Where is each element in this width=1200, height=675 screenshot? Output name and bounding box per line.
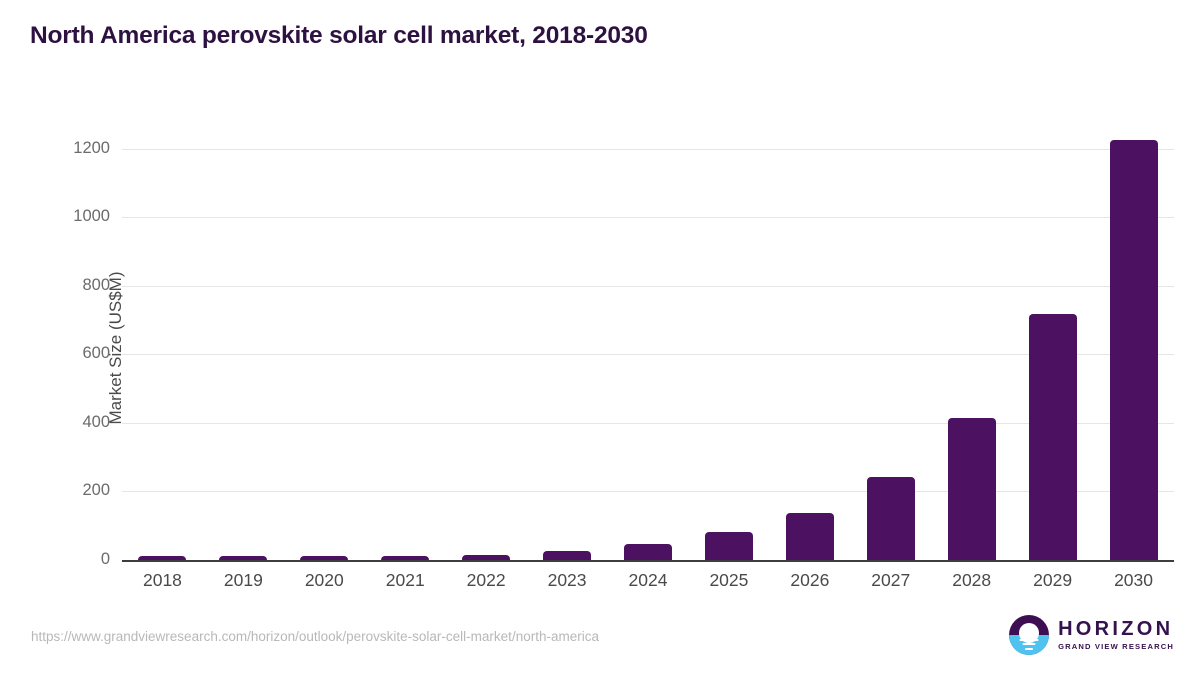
bar-2029[interactable] xyxy=(1028,314,1077,560)
source-url[interactable]: https://www.grandviewresearch.com/horizo… xyxy=(31,629,599,644)
x-axis-tick-label: 2030 xyxy=(1114,570,1153,590)
gridline xyxy=(122,217,1174,219)
bar-2018[interactable] xyxy=(138,556,187,560)
bar-2020[interactable] xyxy=(300,556,349,560)
bar-2027[interactable] xyxy=(866,477,915,560)
y-axis-tick-label: 0 xyxy=(100,550,110,568)
bar-2025[interactable] xyxy=(704,532,753,560)
logo-ray-3 xyxy=(1025,647,1034,650)
logo-ray-1 xyxy=(1019,638,1039,641)
gridline xyxy=(122,148,1174,150)
bar-2019[interactable] xyxy=(219,556,268,560)
x-axis-tick-label: 2019 xyxy=(223,570,263,590)
y-axis-tick-label: 600 xyxy=(82,344,110,363)
horizon-logo: HORIZON GRAND VIEW RESEARCH xyxy=(1009,615,1174,655)
x-axis-tick-label: 2027 xyxy=(871,570,911,590)
y-axis-tick-label: 1000 xyxy=(73,207,110,226)
logo-name: HORIZON xyxy=(1058,618,1174,641)
x-axis-tick-label: 2025 xyxy=(709,570,749,590)
plot-area xyxy=(122,118,1174,560)
y-axis-tick-label: 800 xyxy=(82,275,110,294)
logo-ray-2 xyxy=(1022,643,1036,646)
x-axis-tick-label: 2023 xyxy=(547,570,587,590)
gridline xyxy=(122,422,1174,424)
logo-tagline: GRAND VIEW RESEARCH xyxy=(1058,642,1174,652)
logo-text: HORIZON GRAND VIEW RESEARCH xyxy=(1058,619,1174,651)
x-axis-tick-label: 2024 xyxy=(628,570,668,590)
page-title: North America perovskite solar cell mark… xyxy=(30,22,648,49)
x-axis-tick-label: 2026 xyxy=(790,570,830,590)
bar-2023[interactable] xyxy=(543,551,592,560)
x-axis-line xyxy=(122,560,1174,562)
y-axis-tick-label: 1200 xyxy=(73,138,110,157)
bar-2024[interactable] xyxy=(624,544,672,560)
x-axis-tick-label: 2018 xyxy=(142,570,182,590)
bar-2026[interactable] xyxy=(785,512,834,560)
x-axis-tick-label: 2029 xyxy=(1033,570,1073,590)
x-axis-tick-label: 2021 xyxy=(385,570,425,590)
x-axis-tick-label: 2028 xyxy=(952,570,992,590)
x-axis-tick-label: 2020 xyxy=(304,570,344,590)
bar-2030[interactable] xyxy=(1109,140,1158,560)
logo-sun-circle xyxy=(1019,623,1040,643)
gridline xyxy=(122,285,1174,287)
gridline xyxy=(122,491,1174,493)
horizon-sun-over-water-icon xyxy=(1009,615,1050,655)
bar-2022[interactable] xyxy=(462,554,511,560)
bar-2021[interactable] xyxy=(381,556,430,560)
y-axis-tick-label: 400 xyxy=(82,412,110,431)
x-axis-tick-label: 2022 xyxy=(466,570,506,590)
bar-2028[interactable] xyxy=(947,417,996,560)
gridline xyxy=(122,354,1174,356)
y-axis-tick-label: 200 xyxy=(82,481,110,500)
